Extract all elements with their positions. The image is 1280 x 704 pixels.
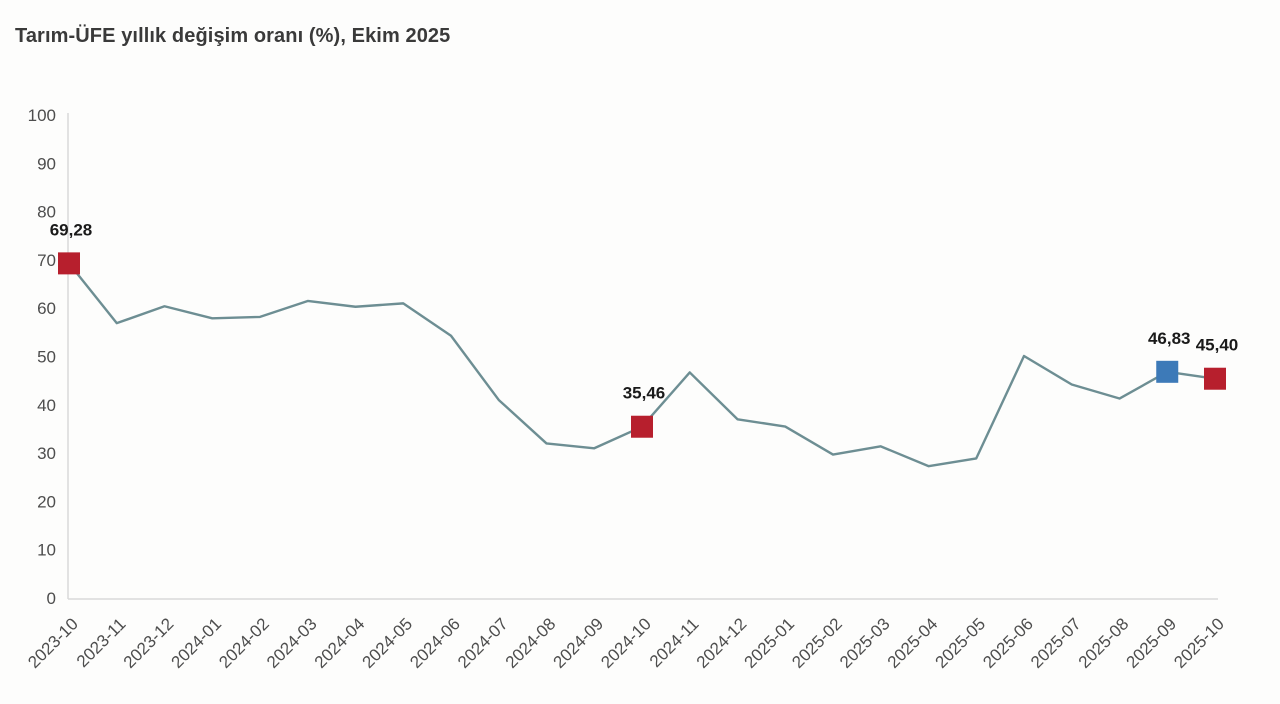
x-tick-label: 2024-12 (693, 614, 751, 672)
data-point-label: 69,28 (50, 220, 93, 239)
x-tick-label: 2024-04 (311, 614, 369, 672)
data-marker-red (1204, 367, 1226, 390)
x-tick-label: 2024-11 (646, 614, 703, 671)
data-markers (58, 252, 1226, 438)
chart-title: Tarım-ÜFE yıllık değişim oranı (%), Ekim… (15, 25, 451, 47)
y-tick-label: 80 (37, 203, 56, 222)
x-tick-label: 2024-05 (359, 614, 417, 672)
x-tick-label: 2023-11 (73, 614, 130, 671)
x-tick-label: 2025-09 (1123, 614, 1181, 672)
axes (67, 113, 1218, 600)
x-tick-label: 2024-07 (454, 614, 512, 672)
x-tick-label: 2024-01 (168, 614, 226, 672)
x-tick-label: 2024-06 (406, 614, 464, 672)
data-point-label: 45,40 (1196, 336, 1239, 355)
y-tick-label: 90 (37, 154, 56, 173)
data-point-label: 35,46 (623, 384, 666, 403)
x-tick-label: 2025-06 (979, 614, 1037, 672)
x-tick-label: 2025-08 (1075, 614, 1133, 672)
y-tick-label: 30 (37, 444, 56, 463)
x-tick-label: 2025-04 (884, 614, 942, 672)
data-marker-blue (1156, 360, 1179, 383)
data-point-label: 46,83 (1148, 329, 1191, 348)
y-tick-label: 50 (37, 348, 56, 367)
x-tick-label: 2025-03 (836, 614, 894, 672)
x-tick-label: 2023-10 (24, 614, 82, 672)
x-tick-label: 2025-01 (741, 614, 799, 672)
x-tick-label: 2025-02 (788, 614, 846, 672)
x-tick-label: 2024-02 (215, 614, 273, 672)
data-labels: 69,28 35,46 46,83 45,40 (50, 220, 1239, 402)
y-axis-ticks: 0 10 20 30 40 50 60 70 80 90 100 (28, 106, 56, 608)
y-tick-label: 40 (37, 396, 56, 415)
y-tick-label: 60 (37, 299, 56, 318)
data-marker-red (631, 415, 653, 438)
y-tick-label: 70 (37, 251, 56, 270)
x-tick-label: 2025-05 (932, 614, 990, 672)
data-marker-red (58, 252, 80, 275)
x-tick-label: 2024-08 (502, 614, 560, 672)
x-tick-label: 2025-07 (1027, 614, 1085, 672)
x-tick-label: 2024-09 (550, 614, 608, 672)
y-tick-label: 100 (28, 106, 56, 125)
x-tick-label: 2024-10 (597, 614, 655, 672)
y-tick-label: 0 (47, 589, 56, 608)
x-tick-label: 2025-10 (1170, 614, 1228, 672)
y-tick-label: 10 (37, 541, 56, 560)
x-axis-ticks: 2023-102023-112023-122024-012024-022024-… (24, 614, 1228, 672)
x-tick-label: 2024-03 (263, 614, 321, 672)
x-tick-label: 2023-12 (120, 614, 178, 672)
y-tick-label: 20 (37, 492, 56, 511)
